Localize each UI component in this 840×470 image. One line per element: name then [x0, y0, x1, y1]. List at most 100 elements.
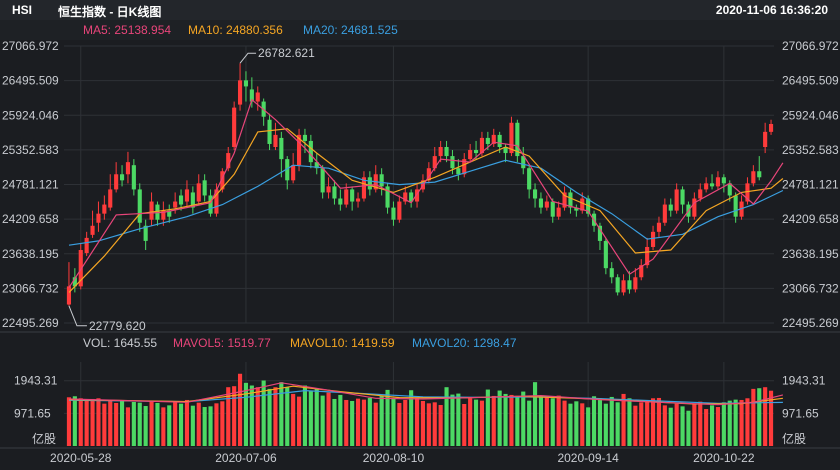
mavol10-label: MAVOL10: 1419.59	[290, 336, 395, 350]
price-axis-label-left: 26495.509	[2, 74, 59, 88]
low-annotation: 22779.620	[89, 319, 146, 333]
volume-axis-label-right: 971.65	[782, 406, 819, 420]
candle-body	[66, 286, 72, 305]
candle-body	[521, 156, 526, 169]
candle-body	[391, 207, 396, 220]
candle-body	[745, 183, 750, 202]
volume-bar	[609, 396, 614, 446]
candle-body	[143, 225, 148, 241]
high-marker-line	[239, 52, 257, 64]
volume-bar	[267, 388, 272, 446]
volume-bar	[521, 391, 526, 446]
volume-bar	[66, 397, 72, 446]
volume-bar	[320, 395, 325, 446]
candle-body	[131, 165, 136, 190]
volume-legend: VOL: 1645.55 MAVOL5: 1519.77 MAVOL10: 14…	[0, 333, 840, 353]
volume-bar	[591, 396, 597, 446]
volume-bars	[66, 373, 774, 446]
candle-body	[698, 189, 703, 199]
price-axis-label-left: 23638.195	[2, 247, 59, 261]
volume-bar	[468, 398, 473, 446]
candle-body	[656, 222, 662, 232]
ma5-line	[68, 98, 784, 288]
candle-body	[544, 201, 549, 208]
volume-bar	[532, 382, 538, 446]
volume-bar	[379, 395, 384, 446]
volume-bar	[656, 397, 662, 446]
volume-bar	[615, 402, 620, 446]
candle-body	[527, 168, 532, 190]
volume-bar	[285, 387, 290, 446]
volume-bar	[414, 397, 420, 446]
price-axis-label-left: 23066.732	[2, 281, 59, 295]
volume-bar	[704, 409, 709, 446]
candle-body	[515, 122, 520, 157]
candle-body	[757, 171, 762, 178]
volume-bar	[727, 400, 732, 446]
volume-bar	[167, 405, 172, 446]
volume-bar	[757, 388, 762, 446]
candle-body	[768, 123, 774, 132]
candle-body	[355, 198, 361, 202]
volume-bar	[232, 386, 237, 446]
candle-body	[668, 204, 673, 211]
volume-bar	[420, 400, 426, 446]
volume-bar	[226, 387, 231, 446]
volume-bar	[78, 398, 83, 446]
volume-bar	[674, 403, 679, 446]
volume-bar	[550, 398, 555, 446]
price-axis-label-right: 23638.195	[782, 247, 839, 261]
volume-bar	[409, 390, 414, 446]
candle-body	[751, 171, 756, 184]
candle-body	[491, 134, 496, 144]
volume-bar	[208, 406, 213, 446]
volume-bar	[763, 387, 768, 446]
candle-body	[562, 192, 567, 208]
candle-body	[485, 137, 490, 144]
volume-bar	[249, 385, 254, 446]
volume-bar	[562, 400, 567, 446]
candle-body	[503, 147, 508, 154]
volume-bar	[568, 403, 573, 446]
ma-legend: MA5: 25138.954 MA10: 24880.356 MA20: 246…	[0, 20, 840, 40]
candle-body	[125, 162, 131, 175]
volume-bar	[125, 407, 131, 446]
candle-body	[473, 150, 479, 154]
volume-axis-label-left: 亿股	[32, 431, 56, 446]
mavol20-line	[68, 389, 783, 404]
candle-body	[674, 189, 679, 211]
volume-bar	[603, 403, 608, 446]
price-axis-label-left: 22495.269	[2, 316, 59, 330]
candle-body	[214, 189, 219, 214]
candle-body	[119, 174, 125, 181]
volume-bar	[373, 402, 378, 446]
candle-body	[627, 280, 632, 290]
candle-body	[727, 183, 732, 196]
volume-bar	[350, 400, 355, 446]
candle-body	[78, 250, 83, 287]
candle-body	[243, 80, 249, 87]
ma10-line	[68, 128, 784, 293]
candle-body	[556, 207, 561, 217]
candle-body	[102, 204, 107, 214]
candle-body	[137, 189, 142, 223]
candle-body	[237, 80, 243, 105]
candle-body	[414, 189, 420, 202]
volume-bar	[444, 387, 449, 446]
volume-bar	[721, 402, 726, 446]
volume-bar	[84, 399, 89, 446]
chart-title: 恒生指数 - 日K线图	[58, 5, 162, 19]
candle-body	[709, 183, 715, 187]
candle-body	[291, 165, 296, 181]
volume-bar	[556, 395, 561, 446]
volume-bar	[438, 405, 443, 446]
candle-body	[580, 198, 585, 211]
volume-bar	[314, 388, 319, 446]
volume-bar	[338, 394, 343, 446]
candle-body	[367, 177, 372, 190]
volume-bar	[190, 405, 195, 446]
volume-bar	[497, 390, 502, 446]
candle-body	[84, 237, 89, 254]
price-axis-label-right: 24781.121	[782, 178, 839, 192]
